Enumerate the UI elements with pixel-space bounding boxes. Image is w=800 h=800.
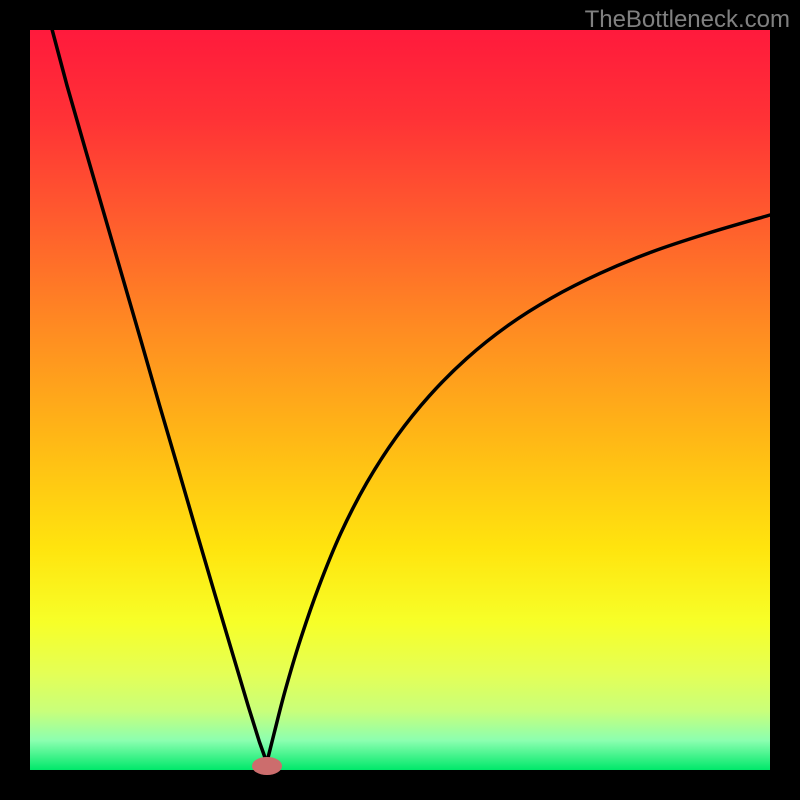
minimum-marker	[252, 757, 282, 775]
watermark-text: TheBottleneck.com	[585, 6, 790, 34]
curve-left-branch	[52, 30, 267, 763]
plot-area	[30, 30, 770, 770]
bottleneck-curve	[30, 30, 770, 770]
curve-right-branch	[267, 215, 770, 763]
